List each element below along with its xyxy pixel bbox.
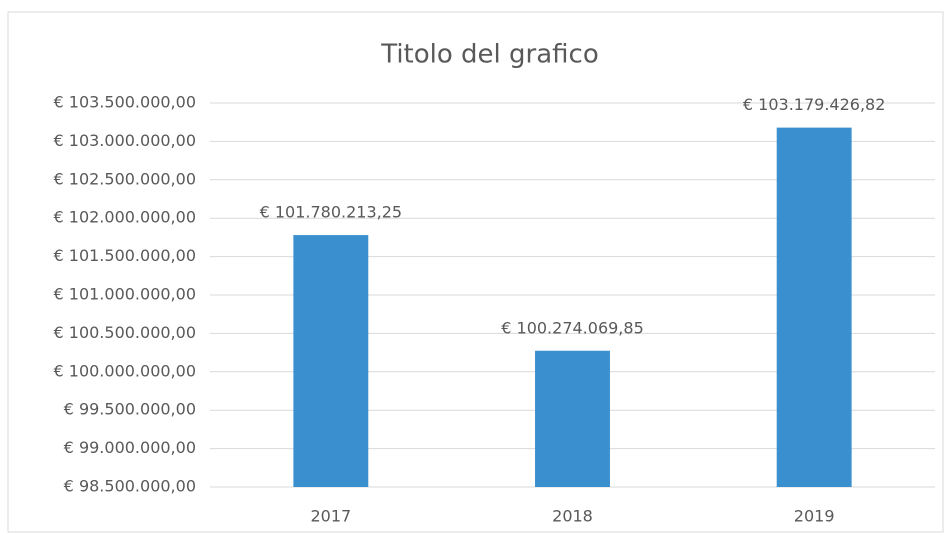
data-label: € 103.179.426,82 [743,95,886,114]
y-tick-label: € 100.000.000,00 [54,361,197,380]
y-tick-label: € 101.000.000,00 [54,285,197,304]
chart-title: Titolo del grafico [380,40,599,70]
y-tick-label: € 103.000.000,00 [54,131,197,150]
chart-border [7,11,944,533]
data-label: € 100.274.069,85 [501,318,644,337]
y-tick-label: € 102.500.000,00 [54,169,197,188]
x-tick-label: 2018 [552,507,593,526]
bar [776,127,852,487]
y-tick-label: € 98.500.000,00 [64,477,196,496]
bar [535,350,610,487]
x-tick-label: 2019 [794,507,835,526]
y-tick-label: € 99.500.000,00 [64,400,196,419]
bar [293,235,369,487]
data-label: € 101.780.213,25 [260,203,403,222]
x-tick-label: 2017 [310,507,351,526]
y-tick-label: € 99.000.000,00 [64,438,196,457]
y-tick-label: € 102.000.000,00 [54,208,197,227]
y-tick-label: € 103.500.000,00 [54,93,197,112]
y-tick-label: € 101.500.000,00 [54,246,197,265]
y-tick-label: € 100.500.000,00 [54,323,197,342]
